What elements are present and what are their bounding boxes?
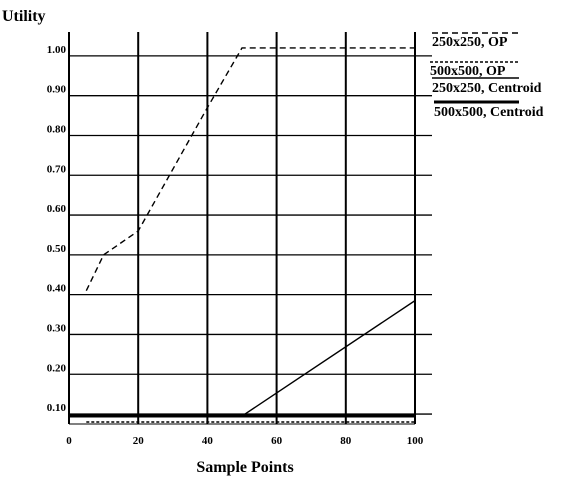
x-tick-label: 40: [202, 435, 214, 447]
legend-label-1: 250x250, OP: [432, 35, 508, 50]
y-tick-label: 0.30: [47, 322, 67, 334]
legend-label-3: 250x250, Centroid: [432, 81, 542, 96]
y-tick-label: 0.10: [47, 402, 67, 414]
y-tick-label: 0.90: [47, 84, 67, 96]
x-tick-label: 60: [271, 435, 283, 447]
legend-label-2: 500x500, OP: [430, 64, 506, 79]
x-tick-label: 80: [340, 435, 352, 447]
x-tick-label: 0: [66, 435, 72, 447]
series-layer: [69, 47, 416, 423]
grid-layer: [68, 32, 432, 425]
y-tick-label: 0.20: [47, 362, 67, 374]
x-axis-title: Sample Points: [196, 459, 293, 476]
series-line-1: [85, 47, 415, 291]
x-tick-label: 20: [133, 435, 145, 447]
legend: 250x250, OP 500x500, OP 250x250, Centroid 5…: [430, 32, 544, 120]
y-tick-label: 0.40: [47, 283, 67, 295]
y-axis-title: Utility: [2, 8, 46, 25]
x-tick-label: 100: [407, 435, 424, 447]
y-tick-label: 0.50: [47, 243, 67, 255]
y-tick-label: 0.60: [47, 203, 67, 215]
series-line-3: [69, 300, 416, 417]
y-tick-label: 0.80: [47, 123, 67, 135]
tick-layer: 0 20 40 60 80 100 0.10 0.20 0.30 0.40 0.50 0.60 0.70…: [47, 44, 424, 447]
y-tick-label: 1.00: [47, 44, 67, 56]
y-tick-label: 0.70: [47, 163, 67, 175]
legend-label-4: 500x500, Centroid: [434, 105, 544, 120]
